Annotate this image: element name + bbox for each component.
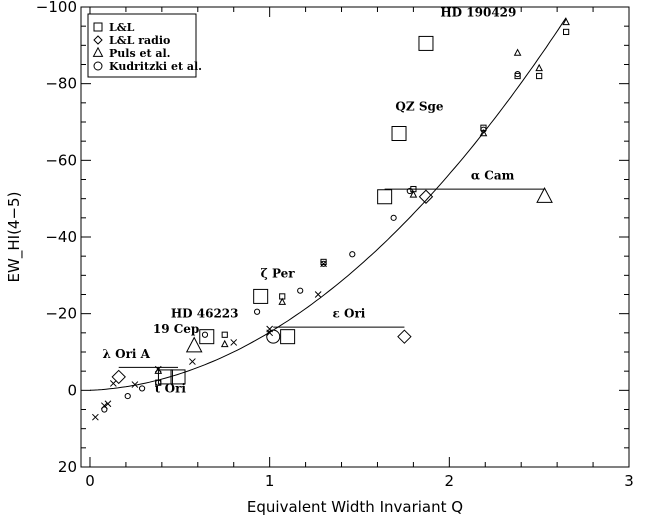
data-point-cross [104, 400, 112, 408]
data-point-diamond [397, 329, 412, 344]
data-point-circle [349, 251, 356, 258]
data-point-cross [230, 339, 238, 346]
data-point-circle [124, 392, 131, 400]
data-point-cross [189, 358, 196, 365]
data-point-circle [253, 308, 261, 315]
data-point-cross [154, 365, 162, 373]
star-label: λ Ori A [103, 347, 151, 361]
data-point-cross [101, 402, 108, 410]
y-tick-label: −20 [45, 305, 77, 323]
data-point-circle [138, 385, 146, 392]
y-axis-title: EW_HI(4−5) [5, 192, 24, 283]
star-label: ι Ori [155, 381, 187, 395]
data-point-triangle [278, 297, 287, 305]
data-point-triangle [479, 128, 488, 137]
data-point-cross [266, 329, 274, 337]
data-point-circle [266, 329, 281, 344]
star-label: ε Ori [333, 307, 366, 321]
y-tick-label: −100 [36, 0, 77, 16]
data-point-cross [131, 381, 139, 388]
legend-marker-circle [93, 61, 103, 71]
y-tick-label: 0 [67, 381, 77, 399]
data-point-circle [101, 406, 108, 413]
data-point-circle [155, 379, 162, 386]
data-point-cross [320, 260, 327, 268]
star-label: α Cam [471, 169, 515, 183]
data-point-cross [109, 380, 117, 387]
data-point-circle [480, 126, 487, 133]
data-point-square [170, 369, 186, 385]
x-tick-label: 3 [624, 472, 634, 490]
x-axis-title: Equivalent Width Invariant Q [247, 498, 463, 516]
data-point-cross [314, 291, 322, 298]
data-point-square [391, 126, 407, 141]
x-tick-label: 2 [445, 472, 455, 490]
data-point-circle [406, 187, 413, 195]
data-point-square [280, 329, 296, 345]
data-point-triangle [535, 63, 543, 72]
legend-marker-triangle [92, 46, 104, 57]
legend-label: Puls et al. [109, 47, 171, 60]
data-point-triangle [562, 17, 570, 26]
legend-marker-square [93, 22, 103, 32]
fit-curve [89, 17, 567, 391]
data-point-square [253, 288, 269, 304]
data-point-circle [320, 260, 327, 267]
data-point-circle [297, 287, 304, 294]
data-point-circle [201, 331, 209, 338]
data-point-square [221, 331, 228, 338]
legend-label: L&L radio [109, 34, 170, 47]
legend-box [87, 13, 197, 78]
data-point-square [377, 189, 393, 205]
y-tick-label: −60 [45, 151, 77, 169]
x-tick-label: 0 [85, 472, 95, 490]
data-point-square [563, 28, 570, 36]
star-label: QZ Sge [395, 100, 443, 114]
data-point-diamond [111, 369, 126, 385]
data-point-square [157, 369, 173, 385]
data-point-circle [514, 70, 521, 78]
data-point-triangle [409, 190, 418, 198]
data-point-square [514, 72, 521, 80]
data-point-circle [390, 214, 397, 221]
data-point-triangle [220, 339, 229, 348]
star-label: HD 190429 [440, 6, 516, 20]
x-tick-label: 1 [265, 472, 275, 490]
star-label: ζ Per [261, 266, 296, 280]
star-label: HD 46223 [171, 307, 239, 321]
data-point-triangle [536, 187, 553, 203]
data-point-cross [92, 413, 99, 421]
star-label: 19 Cep [153, 322, 199, 336]
legend-marker-diamond [93, 35, 103, 45]
legend-label: Kudritzki et al. [109, 60, 202, 73]
legend-label: L&L [109, 21, 135, 34]
data-point-square [418, 35, 434, 51]
y-tick-label: −40 [45, 228, 77, 246]
y-tick-label: 20 [58, 458, 77, 476]
y-tick-label: −80 [45, 75, 77, 93]
data-point-triangle [513, 48, 522, 56]
data-point-square [199, 329, 215, 345]
data-point-triangle [185, 336, 203, 353]
data-point-diamond [418, 189, 434, 204]
data-point-square [536, 72, 543, 80]
